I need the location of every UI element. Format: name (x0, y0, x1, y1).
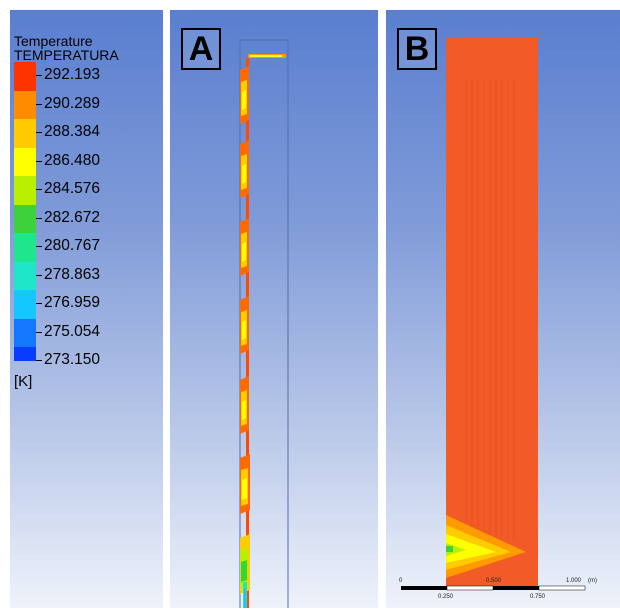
legend-swatch (14, 261, 36, 290)
panel-a: A (170, 10, 378, 608)
legend-value: 275.054 (44, 322, 101, 340)
fin (240, 376, 249, 434)
legend-tick (36, 331, 42, 333)
panel-a-contour (239, 39, 289, 608)
legend-tick (36, 274, 42, 276)
legend-value: 282.672 (44, 208, 101, 226)
legend-value: 284.576 (44, 180, 101, 197)
legend-swatch (14, 290, 36, 319)
legend-unit: [K] (14, 373, 33, 390)
fin (240, 140, 249, 198)
domain-fill (446, 38, 538, 588)
fin (240, 66, 249, 124)
legend-swatch (14, 119, 36, 148)
cold-region (446, 515, 526, 578)
legend-tick (36, 103, 42, 105)
legend-panel: Temperature TEMPERATURA 292.193 290.289 … (10, 10, 163, 608)
scale-label: 0.750 (530, 594, 546, 600)
legend-title: Temperature (14, 33, 93, 49)
legend-value: 286.480 (44, 151, 101, 169)
scale-label: 1.000 (566, 578, 582, 584)
legend-tick (36, 75, 42, 76)
legend-value: 292.193 (44, 66, 101, 83)
legend-swatch (14, 62, 36, 91)
fin (240, 296, 249, 354)
legend-swatch (14, 90, 36, 119)
scale-bar (401, 585, 586, 591)
legend-value: 290.289 (44, 94, 101, 112)
legend-swatch (14, 176, 36, 205)
legend-swatch (14, 318, 36, 347)
legend-tick (36, 217, 42, 219)
scale-label: 0.500 (486, 578, 502, 584)
legend-tick (36, 303, 42, 304)
legend-subtitle: TEMPERATURA (14, 47, 119, 63)
legend-value: 278.863 (44, 265, 101, 283)
legend-value: 273.150 (44, 351, 101, 368)
fin (240, 218, 249, 276)
panel-b-tag: B (397, 28, 437, 70)
legend-value: 276.959 (44, 294, 101, 311)
fin (240, 454, 250, 514)
scale-label: 0 (399, 578, 403, 584)
legend-swatch (14, 233, 36, 262)
legend-swatch (14, 204, 36, 233)
panel-a-tag: A (181, 28, 221, 70)
top-strip-core (250, 55, 282, 57)
legend-tick (36, 360, 42, 361)
legend-tick (36, 132, 42, 133)
legend-swatch (14, 347, 36, 361)
panel-b: B 0 0.500 1.000 (m) 0.2 (386, 10, 620, 608)
legend-tick (36, 189, 42, 190)
legend-tick (36, 160, 42, 162)
legend-swatch (14, 147, 36, 176)
scale-unit: (m) (588, 578, 597, 584)
legend-value: 280.767 (44, 237, 101, 254)
panel-b-contour (401, 38, 586, 591)
scale-label: 0.250 (438, 594, 454, 600)
fin-lines (465, 80, 515, 540)
legend-value: 288.384 (44, 123, 101, 140)
legend-tick (36, 246, 42, 247)
bottom-fin (240, 534, 250, 608)
